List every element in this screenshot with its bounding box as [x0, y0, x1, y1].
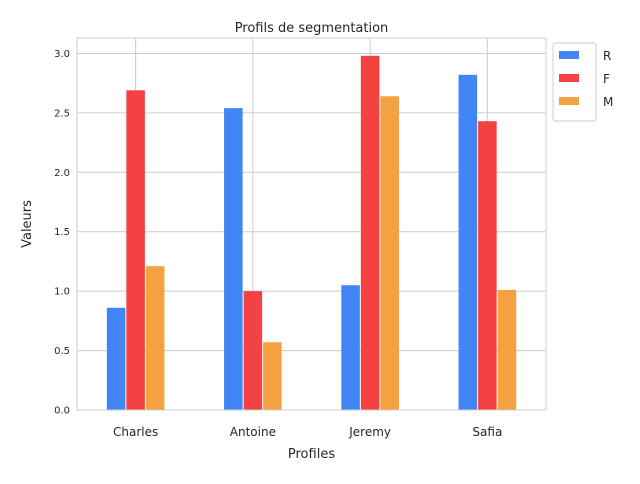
bar-F-safia	[478, 121, 497, 410]
y-tick-labels: 0.0 0.5 1.0 1.5 2.0 2.5 3.0	[54, 49, 70, 417]
y-tick-label: 1.5	[54, 227, 70, 238]
x-tick-label: Safia	[472, 425, 502, 439]
bars	[106, 55, 517, 411]
x-axis-title: Profiles	[288, 447, 335, 462]
legend-label-M: M	[603, 95, 613, 109]
bar-F-antoine	[243, 291, 263, 410]
bar-R-safia	[458, 74, 478, 411]
legend-label-R: R	[603, 49, 611, 63]
x-tick-label: Antoine	[230, 425, 276, 439]
legend-swatch-M	[559, 97, 579, 105]
bar-F-charles	[126, 90, 145, 410]
x-tick-label: Jeremy	[348, 425, 391, 439]
legend-swatch-R	[559, 51, 579, 59]
chart-title: Profils de segmentation	[235, 21, 389, 36]
bar-R-jeremy	[341, 285, 360, 410]
bar-M-antoine	[263, 342, 282, 410]
y-tick-label: 1.0	[54, 287, 70, 298]
legend-label-F: F	[603, 72, 610, 86]
bar-M-charles	[145, 266, 165, 410]
legend-swatch-F	[559, 74, 579, 82]
bar-R-charles	[106, 307, 126, 410]
y-tick-label: 2.0	[54, 168, 70, 179]
y-tick-label: 0.0	[54, 406, 70, 417]
y-tick-label: 0.5	[54, 346, 70, 357]
x-tick-labels: Charles Antoine Jeremy Safia	[113, 425, 502, 439]
x-tick-label: Charles	[113, 425, 158, 439]
legend: RFM	[552, 42, 613, 122]
y-tick-label: 3.0	[54, 49, 70, 60]
plot-frame	[76, 37, 547, 411]
bar-M-safia	[497, 289, 517, 410]
bar-F-jeremy	[360, 55, 380, 410]
y-axis-title: Valeurs	[20, 200, 35, 248]
bar-R-antoine	[224, 108, 243, 411]
y-tick-label: 2.5	[54, 108, 70, 119]
bar-M-jeremy	[380, 96, 399, 410]
